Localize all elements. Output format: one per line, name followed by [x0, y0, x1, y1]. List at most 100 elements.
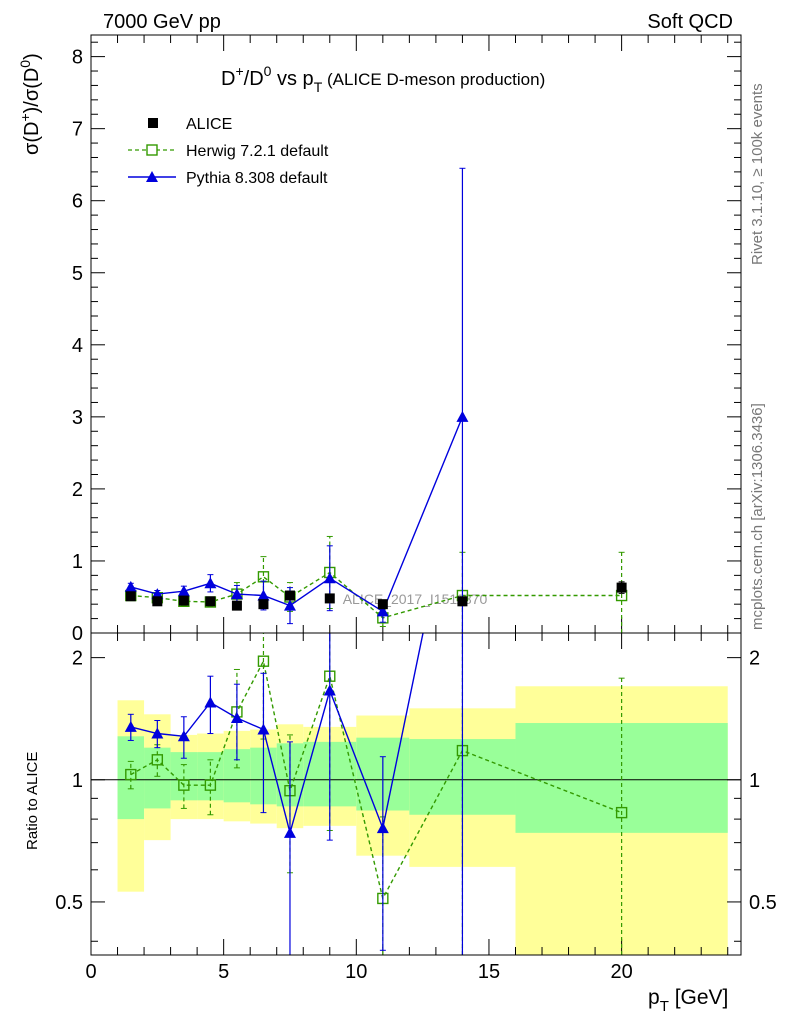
ylabel-a: σ(D: [21, 122, 43, 155]
side-text-rivet: Rivet 3.1.10, ≥ 100k events: [749, 83, 766, 265]
main-point-pythia: [177, 585, 190, 597]
ratio-series-marks: [124, 633, 628, 955]
ylabel-e: ): [21, 53, 43, 60]
ratio-ytick-label-right: 0.5: [749, 892, 777, 914]
title-vs: vs p: [271, 68, 313, 90]
title-plus: +: [235, 63, 243, 79]
main-axis-ticks: 0 1 2 3 4 5 6 7 8: [72, 35, 741, 645]
main-point-alice: [284, 590, 295, 601]
main-point-alice: [616, 582, 627, 593]
xlabel-t: T: [660, 998, 669, 1015]
title-t: T: [314, 79, 323, 95]
ratio-point-herwig: [178, 779, 190, 791]
main-point-alice: [457, 596, 468, 607]
main-point-alice: [125, 591, 136, 602]
ratio-point-herwig: [125, 768, 137, 781]
xlabel-unit: [GeV]: [669, 986, 729, 1009]
main-ytick-label: 4: [72, 335, 83, 357]
ratio-point-pythia: [124, 720, 137, 732]
ratio-point-herwig: [615, 806, 628, 819]
main-point-pythia: [376, 605, 389, 617]
ratio-ytick-label-left: 0.5: [55, 892, 83, 914]
ratio-ytick-label-left: 1: [72, 770, 83, 792]
ratio-point-herwig: [204, 779, 217, 791]
ratio-point-pythia: [230, 711, 243, 723]
ratio-xtick-label: 20: [610, 961, 632, 983]
main-point-pythia: [124, 580, 137, 592]
ratio-bands: [117, 686, 728, 955]
ratio-plot-frame: [90, 632, 742, 956]
main-point-alice: [205, 596, 216, 607]
main-point-pythia: [230, 588, 243, 600]
header-left: 7000 GeV pp: [103, 11, 221, 33]
ratio-line-pythia: [130, 633, 424, 836]
main-ytick-label: 6: [72, 191, 83, 213]
ratio-line-herwig: [130, 659, 622, 901]
legend-label-alice: ALICE: [186, 116, 232, 133]
main-point-pythia: [257, 589, 270, 601]
main-ytick-label: 5: [72, 263, 83, 285]
main-point-alice: [231, 600, 242, 611]
ratio-point-pythia: [177, 730, 190, 742]
title-d: D: [221, 68, 235, 90]
main-ytick-label: 7: [72, 119, 83, 141]
ylabel-b: +: [17, 113, 33, 121]
main-ylabel: σ(D+)/σ(D0): [17, 53, 43, 155]
title-zero: 0: [264, 63, 272, 79]
main-point-pythia: [204, 577, 217, 589]
main-ytick-label: 2: [72, 479, 83, 501]
main-point-pythia: [323, 572, 336, 584]
ratio-xtick-label: 15: [478, 961, 500, 983]
ratio-ytick-label-right: 2: [749, 648, 760, 670]
ratio-point-pythia: [151, 727, 164, 739]
ratio-point-pythia: [204, 696, 217, 708]
legend-label-herwig: Herwig 7.2.1 default: [186, 143, 329, 160]
main-title: D+/D0 vs pT (ALICE D-meson production): [221, 63, 545, 95]
main-ytick-label: 1: [72, 551, 83, 573]
title-rest: (ALICE D-meson production): [322, 70, 545, 89]
ratio-panel: 0.5 0.51 12 20 5 10 15 20 Ratio to ALICE pT [Ge…: [24, 632, 777, 1015]
main-point-alice: [377, 599, 388, 610]
ratio-axis-ticks: 0.5 0.51 12 20 5 10 15 20: [55, 633, 777, 983]
legend-label-pythia: Pythia 8.308 default: [186, 170, 328, 187]
main-point-alice: [178, 595, 189, 606]
main-series-marks: [124, 167, 628, 633]
ratio-point-pythia: [376, 822, 389, 834]
ratio-xtick-label: 5: [218, 961, 229, 983]
ratio-ytick-label-right: 1: [749, 770, 760, 792]
ratio-ytick-label-left: 2: [72, 648, 83, 670]
main-point-alice: [258, 599, 269, 610]
header-right: Soft QCD: [647, 11, 733, 33]
legend-marker-herwig: [146, 144, 158, 156]
ratio-ylabel: Ratio to ALICE: [24, 752, 41, 850]
ratio-point-pythia: [323, 684, 336, 696]
main-point-alice: [152, 596, 163, 607]
ratio-xtick-label: 0: [85, 961, 96, 983]
ratio-point-pythia: [257, 723, 270, 735]
title-slash: /D: [244, 68, 264, 90]
ratio-band-stat: [144, 747, 171, 809]
xlabel-p: p: [648, 986, 660, 1009]
legend-marker-pythia: [146, 171, 158, 182]
legend: ALICE Herwig 7.2.1 default Pythia 8.308 …: [128, 116, 329, 187]
ylabel-d: 0: [17, 60, 33, 68]
ratio-band-stat: [117, 736, 145, 820]
ratio-xlabel: pT [GeV]: [648, 986, 728, 1015]
main-point-pythia: [456, 410, 469, 422]
main-ytick-label: 3: [72, 407, 83, 429]
ratio-point-herwig: [257, 655, 270, 667]
ratio-point-herwig: [151, 754, 164, 766]
ratio-point-pythia: [283, 826, 296, 838]
main-line-herwig: [130, 571, 622, 619]
ratio-xtick-label: 10: [345, 961, 367, 983]
main-ytick-label: 8: [72, 47, 83, 69]
main-point-pythia: [283, 599, 296, 611]
main-ytick-label: 0: [72, 623, 83, 645]
main-line-pythia: [130, 416, 464, 613]
ylabel-c: )/σ(D: [21, 68, 43, 114]
side-text-mcplots: mcplots.cern.ch [arXiv:1306.3436]: [749, 403, 766, 630]
main-point-alice: [324, 593, 335, 604]
legend-marker-alice: [148, 118, 158, 128]
